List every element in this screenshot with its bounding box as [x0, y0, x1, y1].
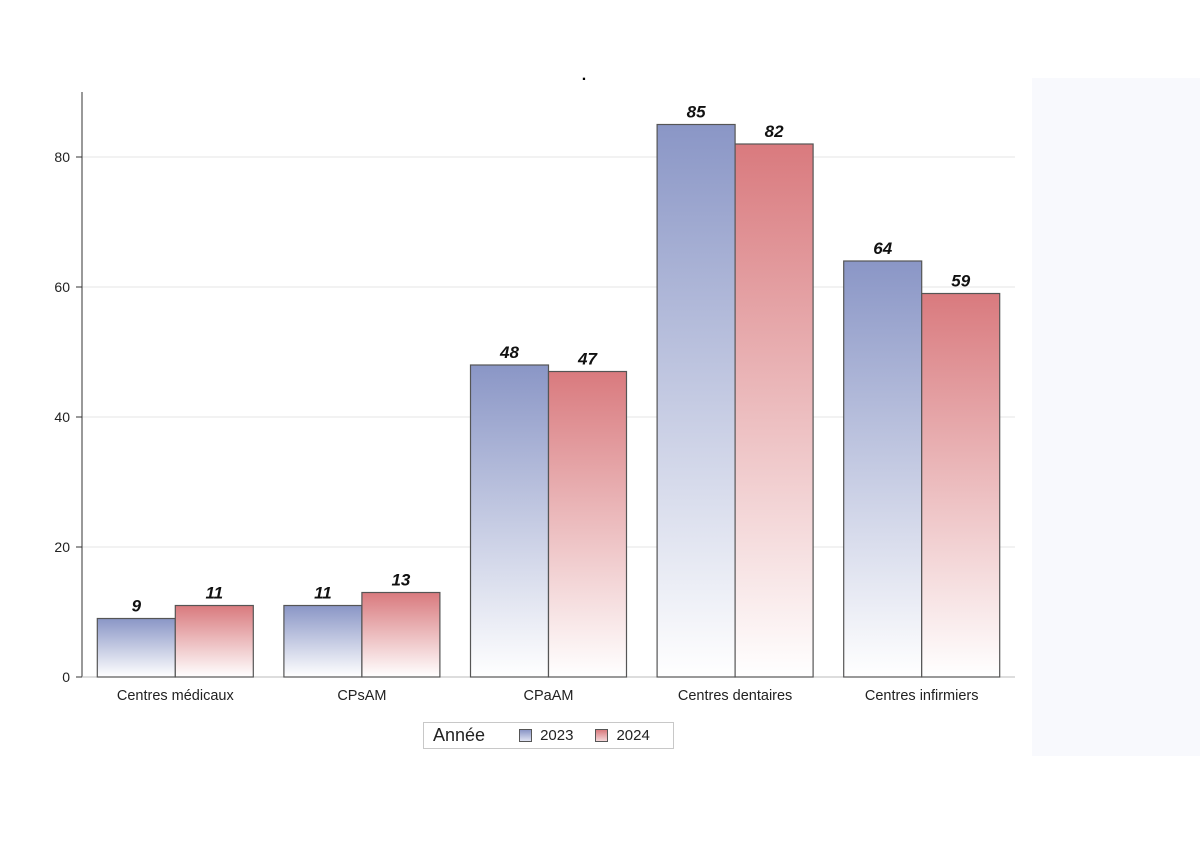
bar-2024-0 [174, 604, 254, 678]
y-tick-label-60: 60 [54, 279, 70, 295]
legend-label-2024: 2024 [616, 727, 650, 744]
bar-2023-0 [96, 617, 176, 678]
bar-2024-4 [921, 292, 1001, 678]
y-tick-label-20: 20 [54, 539, 70, 555]
legend-swatch-2024 [595, 729, 609, 742]
bar-2024-2 [547, 370, 628, 678]
legend-swatch-2023 [519, 729, 533, 742]
bar-2024-1 [361, 591, 441, 678]
x-tick-label-1: CPsAM [337, 688, 386, 704]
x-tick-label-0: Centres médicaux [117, 688, 235, 704]
data-label-2024-3: 82 [765, 122, 784, 141]
x-tick-label-2: CPaAM [524, 688, 574, 704]
bar-2024-3 [734, 143, 814, 678]
data-label-2023-3: 85 [687, 103, 706, 122]
legend-title: Année [433, 725, 486, 745]
x-tick-label-3: Centres dentaires [678, 688, 792, 704]
y-tick-label-0: 0 [62, 669, 70, 685]
data-label-2023-4: 64 [873, 239, 892, 258]
data-label-2023-2: 48 [499, 343, 519, 362]
chart-title: . [582, 67, 586, 84]
data-label-2024-1: 13 [391, 571, 410, 590]
bar-2023-4 [843, 260, 923, 678]
bar-2023-1 [283, 604, 363, 678]
x-tick-label-4: Centres infirmiers [865, 688, 979, 704]
bar-2023-3 [656, 123, 736, 678]
y-tick-label-80: 80 [54, 149, 70, 165]
bars [96, 123, 1001, 678]
data-labels: 9 11 11 13 48 47 85 82 64 59 [132, 103, 971, 616]
y-tick-label-40: 40 [54, 409, 70, 425]
legend: Année 2023 2024 [423, 722, 674, 749]
legend-item-2023: 2023 [519, 727, 573, 744]
data-label-2024-4: 59 [951, 272, 970, 291]
data-label-2023-0: 9 [132, 597, 142, 616]
legend-label-2023: 2023 [540, 727, 574, 744]
data-label-2024-0: 11 [205, 584, 223, 603]
data-label-2023-1: 11 [314, 584, 332, 603]
bar-2023-2 [469, 364, 550, 678]
legend-item-2024: 2024 [595, 727, 650, 744]
side-panel [1032, 78, 1200, 756]
data-label-2024-2: 47 [577, 350, 598, 369]
